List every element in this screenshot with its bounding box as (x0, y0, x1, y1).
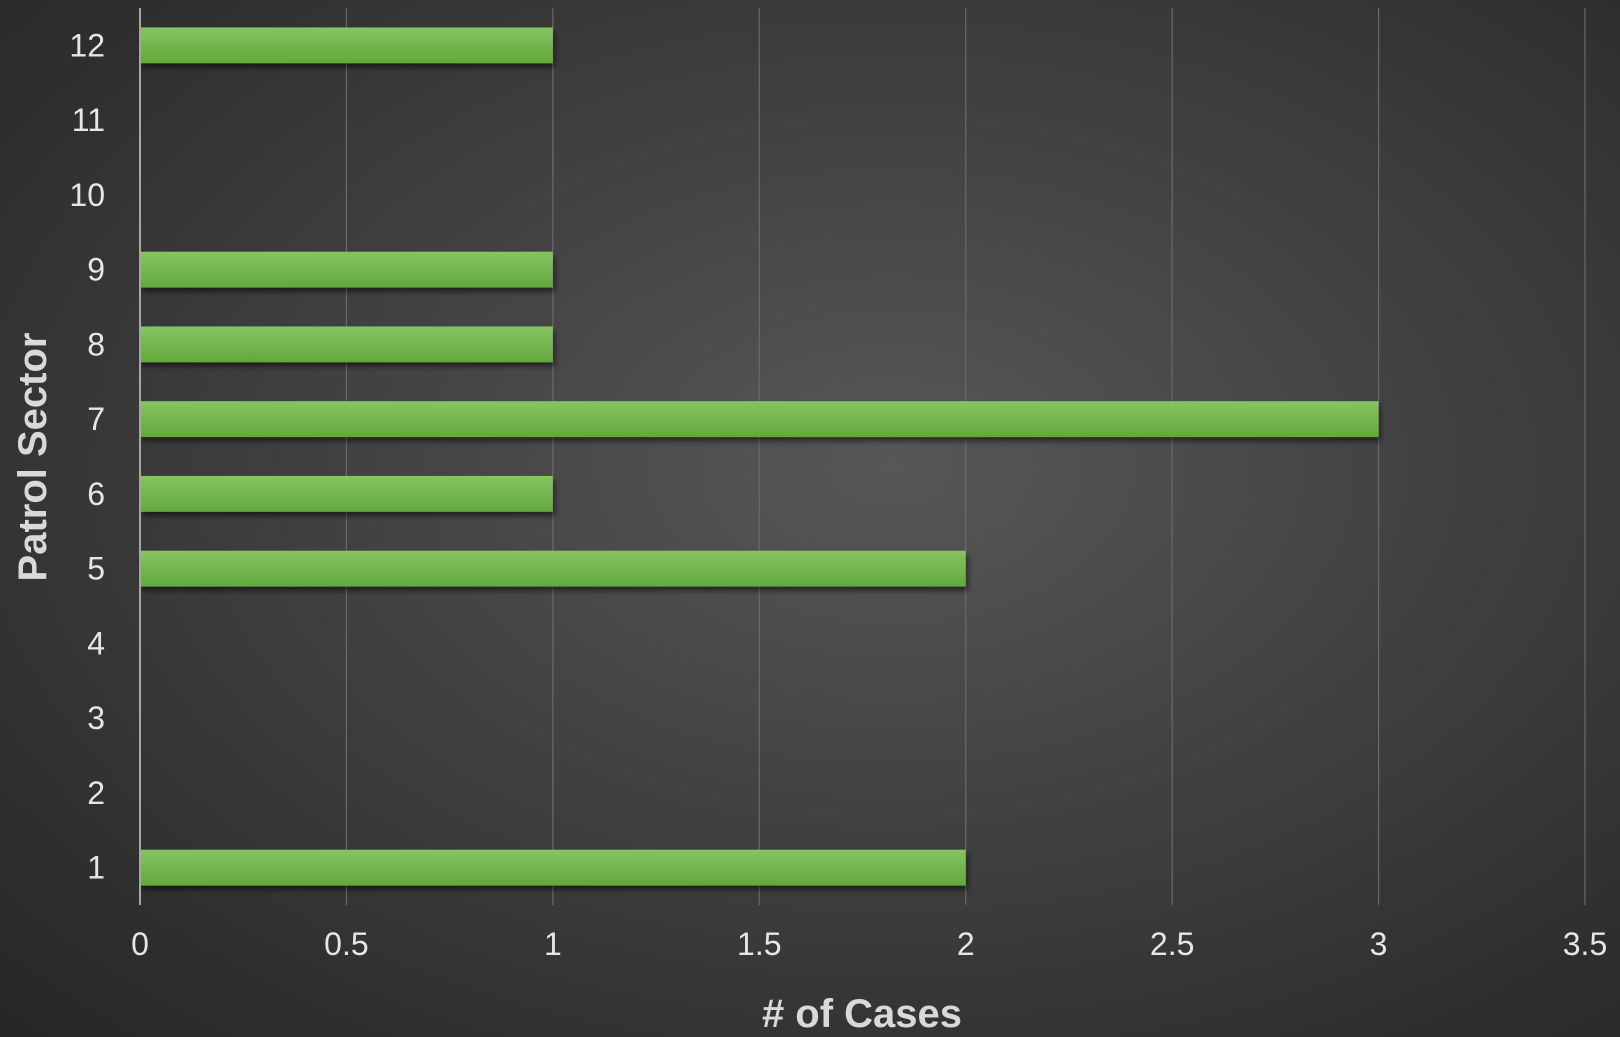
x-tick-label: 1.5 (737, 926, 781, 962)
y-tick-label: 3 (87, 700, 105, 736)
bar-sector-9 (140, 251, 553, 288)
y-tick-label: 1 (87, 850, 105, 886)
y-tick-label: 6 (87, 476, 105, 512)
x-axis-title: # of Cases (762, 992, 962, 1036)
bar-sector-7 (140, 401, 1379, 438)
y-tick-label: 5 (87, 551, 105, 587)
y-tick-label: 12 (69, 27, 105, 63)
x-tick-label: 3.5 (1563, 926, 1607, 962)
y-tick-label: 11 (72, 102, 105, 138)
bar-sector-8 (140, 326, 553, 363)
x-tick-label: 1 (544, 926, 562, 962)
bar-sector-12 (140, 27, 553, 64)
bar-sector-6 (140, 475, 553, 512)
x-tick-label: 3 (1370, 926, 1388, 962)
bar-sector-5 (140, 550, 966, 587)
y-tick-label: 4 (87, 625, 105, 661)
bar-sector-1 (140, 849, 966, 886)
y-tick-label: 9 (87, 252, 105, 288)
y-tick-label: 10 (69, 177, 105, 213)
bars (140, 27, 1379, 886)
y-tick-label: 2 (87, 775, 105, 811)
gridlines (345, 8, 1586, 905)
x-tick-label: 0 (131, 926, 149, 962)
x-tick-label: 2 (957, 926, 975, 962)
x-tick-label: 0.5 (324, 926, 368, 962)
y-axis-title: Patrol Sector (11, 333, 55, 582)
y-tick-label: 7 (87, 401, 105, 437)
x-tick-label: 2.5 (1150, 926, 1194, 962)
y-tick-label: 8 (87, 326, 105, 362)
